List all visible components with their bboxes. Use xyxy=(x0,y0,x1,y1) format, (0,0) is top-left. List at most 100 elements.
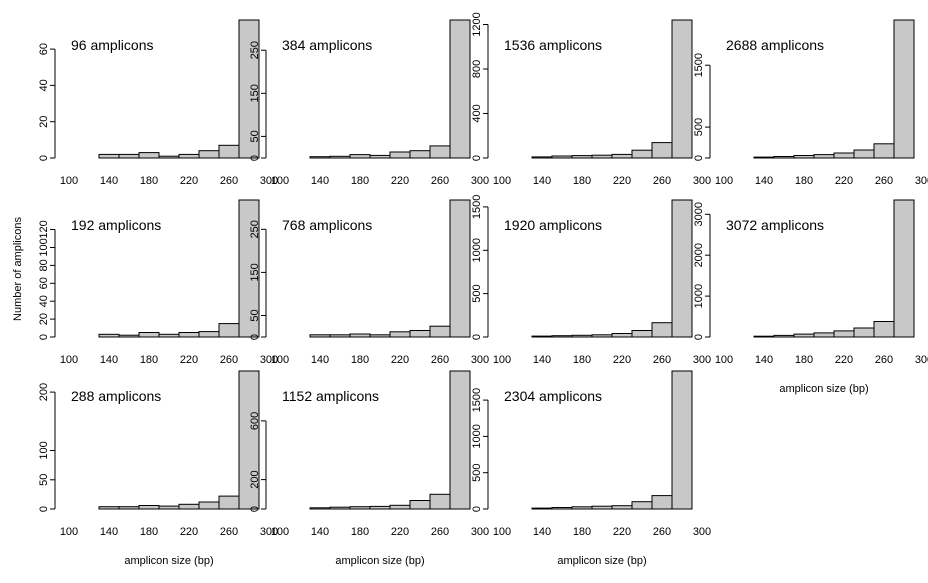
histogram-bar xyxy=(158,333,180,338)
panel-annotation: 192 amplicons xyxy=(71,217,161,233)
x-tick-label: 220 xyxy=(835,354,853,366)
histogram-bar xyxy=(369,505,391,510)
histogram-panel-2: 0 50 150 250 100 140 180 220 260 300 384 amplicons xyxy=(249,19,489,187)
x-tick-label: 100 xyxy=(493,526,511,538)
x-tick-label: 100 xyxy=(271,526,289,538)
histogram-bar xyxy=(158,155,180,159)
x-tick-label: 100 xyxy=(271,354,289,366)
x-tick-label: 220 xyxy=(613,354,631,366)
x-tick-label: 300 xyxy=(693,175,711,187)
histogram-bar xyxy=(853,327,875,338)
histogram-bar xyxy=(793,155,815,159)
histogram-bar xyxy=(591,334,613,338)
y-tick-label: 200 xyxy=(249,470,261,488)
x-tick-label: 140 xyxy=(100,175,118,187)
histogram-bar xyxy=(138,152,160,159)
x-tick-label: 260 xyxy=(220,175,238,187)
y-tick-label: 0 xyxy=(471,155,483,161)
x-tick-label: 100 xyxy=(715,354,733,366)
x-tick-label: 140 xyxy=(100,354,118,366)
x-tick-label: 260 xyxy=(875,354,893,366)
x-tick-label: 260 xyxy=(220,354,238,366)
histogram-panel-1: 0 20 40 60 100 140 180 220 260 300 96 amplicons xyxy=(38,19,278,187)
histogram-bar xyxy=(531,156,553,159)
histogram-bar xyxy=(551,335,573,338)
histogram-panel-11: 0 500 1000 1500 100 140 180 220 260 300 2304 ampli… xyxy=(471,370,711,567)
x-tick-label: 260 xyxy=(220,526,238,538)
x-tick-label: 180 xyxy=(351,354,369,366)
y-tick-label: 250 xyxy=(249,41,261,59)
histogram-panel-7: 0 500 1000 1500 100 140 180 220 260 300 1920 ampli… xyxy=(471,195,711,366)
histogram-panel-6: 0 50 150 250 100 140 180 220 260 300 768 amplicons xyxy=(249,199,489,366)
histogram-bar xyxy=(591,505,613,510)
x-tick-label: 100 xyxy=(60,354,78,366)
histogram-bar xyxy=(389,504,411,510)
histogram-bar xyxy=(178,153,200,159)
x-tick-label: 220 xyxy=(391,175,409,187)
y-tick-label: 1000 xyxy=(471,424,483,448)
y-tick-label: 1000 xyxy=(693,284,705,308)
histogram-bar xyxy=(631,149,653,159)
histogram-bar xyxy=(138,505,160,510)
histogram-bar xyxy=(218,144,240,159)
x-tick-label: 220 xyxy=(613,175,631,187)
histogram-bar xyxy=(449,370,471,510)
histogram-bar xyxy=(611,153,633,159)
histogram-bar xyxy=(349,333,371,338)
x-tick-label: 260 xyxy=(653,526,671,538)
histogram-bar xyxy=(893,19,915,159)
histogram-bar xyxy=(429,493,451,510)
x-tick-label: 180 xyxy=(795,175,813,187)
x-tick-label: 140 xyxy=(755,175,773,187)
y-tick-label: 0 xyxy=(471,506,483,512)
histogram-bar xyxy=(158,505,180,510)
x-tick-label: 100 xyxy=(60,526,78,538)
histogram-bar xyxy=(198,150,220,159)
histogram-bar xyxy=(753,335,775,338)
histogram-panel-4: 0 500 1500 100 140 180 220 260 300 2688 amplicons xyxy=(693,19,928,187)
histogram-bar xyxy=(98,333,120,338)
panel-annotation: 288 amplicons xyxy=(71,388,161,404)
x-tick-label: 100 xyxy=(715,175,733,187)
x-tick-label: 180 xyxy=(140,526,158,538)
x-tick-label: 220 xyxy=(180,175,198,187)
histogram-bar xyxy=(329,334,351,338)
histogram-bar xyxy=(611,333,633,338)
x-tick-label: 140 xyxy=(311,354,329,366)
histogram-bar xyxy=(118,153,140,159)
x-tick-label: 180 xyxy=(140,175,158,187)
histogram-bar xyxy=(873,143,895,159)
histogram-bar xyxy=(138,332,160,338)
histogram-bar xyxy=(671,199,693,338)
x-axis-title: amplicon size (bp) xyxy=(779,383,868,395)
histogram-bar xyxy=(349,506,371,510)
y-tick-label: 0 xyxy=(249,506,261,512)
histogram-bar xyxy=(651,322,673,338)
x-tick-label: 220 xyxy=(180,526,198,538)
x-tick-label: 180 xyxy=(351,526,369,538)
histogram-bar xyxy=(118,506,140,510)
histogram-panel-9: 0 50 100 200 100 140 180 220 260 300 288 amplicons… xyxy=(38,370,278,567)
panel-annotation: 2688 amplicons xyxy=(726,37,824,53)
histogram-bar xyxy=(429,325,451,338)
panel-annotation: 1920 amplicons xyxy=(504,217,602,233)
x-tick-label: 140 xyxy=(100,526,118,538)
histogram-bar xyxy=(309,156,331,159)
histogram-bar xyxy=(873,321,895,338)
y-tick-label: 500 xyxy=(471,464,483,482)
x-tick-label: 180 xyxy=(573,526,591,538)
y-tick-label: 50 xyxy=(249,130,261,142)
y-tick-label: 0 xyxy=(693,155,705,161)
histogram-bar xyxy=(753,156,775,159)
histogram-bar xyxy=(118,334,140,338)
x-axis-title: amplicon size (bp) xyxy=(124,555,213,567)
histogram-bar xyxy=(309,507,331,510)
x-tick-label: 140 xyxy=(533,175,551,187)
x-tick-label: 220 xyxy=(835,175,853,187)
y-tick-label: 0 xyxy=(38,334,50,340)
y-tick-label: 2000 xyxy=(693,243,705,267)
x-tick-label: 100 xyxy=(60,175,78,187)
x-tick-label: 140 xyxy=(311,526,329,538)
panel-annotation: 1152 amplicons xyxy=(282,388,379,404)
